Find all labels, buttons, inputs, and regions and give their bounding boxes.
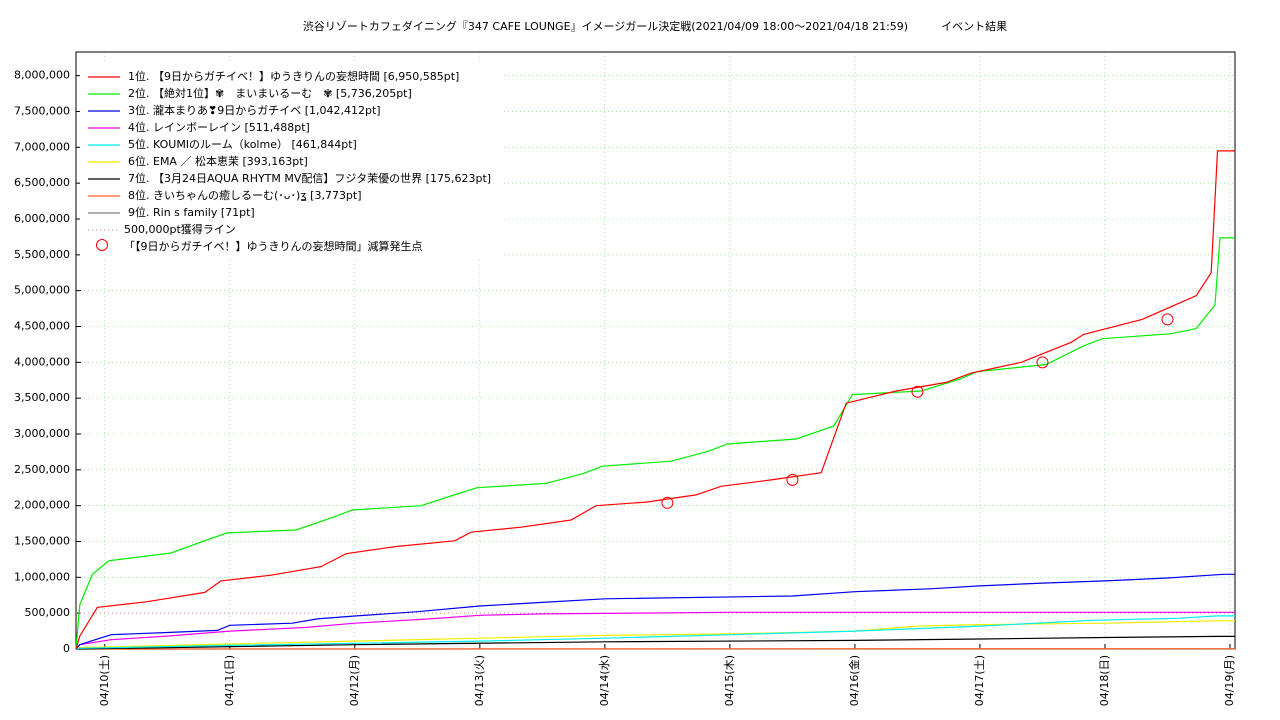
x-tick-label: 04/15(木) — [723, 655, 736, 706]
chart-title: 渋谷リゾートカフェダイニング『347 CAFE LOUNGE』イメージガール決定… — [303, 19, 1007, 33]
y-tick-label: 500,000 — [25, 606, 71, 619]
marker — [786, 473, 799, 486]
y-tick-label: 7,000,000 — [14, 140, 70, 153]
y-tick-label: 5,000,000 — [14, 284, 70, 297]
x-tick-label: 04/16(金) — [847, 655, 861, 706]
series-line — [75, 573, 1235, 650]
x-tick-label: 04/11(日) — [223, 655, 236, 706]
x-tick-label: 04/19(月) — [1223, 655, 1236, 706]
x-tick-label: 04/14(水) — [598, 655, 611, 706]
y-tick-label: 2,500,000 — [14, 463, 70, 476]
x-tick-label: 04/18(日) — [1098, 655, 1111, 706]
y-tick-label: 1,500,000 — [14, 534, 70, 547]
legend-label: 5位. KOUMIのルーム（kolme） [461,844pt] — [128, 137, 357, 151]
legend-marker — [96, 239, 108, 251]
legend-label: 2位. 【絶対1位】✾ まいまいるーむ ✾ [5,736,205pt] — [128, 86, 412, 100]
y-tick-label: 1,000,000 — [14, 570, 70, 583]
y-tick-label: 8,000,000 — [14, 69, 70, 82]
y-tick-label: 6,500,000 — [14, 176, 70, 189]
x-tick-label: 04/10(土) — [98, 655, 111, 706]
marker — [661, 496, 674, 509]
legend-label: 9位. Rin s family [71pt] — [128, 205, 255, 219]
legend-label: 6位. EMA ／ 松本恵茉 [393,163pt] — [128, 154, 308, 168]
y-tick-label: 4,500,000 — [14, 319, 70, 332]
y-tick-label: 3,500,000 — [14, 391, 70, 404]
y-tick-label: 2,000,000 — [14, 499, 70, 512]
legend-box — [80, 62, 504, 259]
y-tick-label: 3,000,000 — [14, 427, 70, 440]
y-tick-label: 4,000,000 — [14, 355, 70, 368]
legend-label: 「【9日からガチイベ！】ゆうきりんの妄想時間」減算発生点 — [124, 239, 423, 253]
marker — [1036, 356, 1049, 369]
legend-label: 7位. 【3月24日AQUA RHYTM MV配信】フジタ茉優の世界 [175,… — [128, 171, 491, 185]
legend-label: 3位. 瀧本まりあ❣9日からガチイベ [1,042,412pt] — [128, 103, 381, 117]
series-line — [75, 611, 1235, 650]
x-tick-label: 04/13(火) — [473, 655, 486, 706]
y-tick-label: 6,000,000 — [14, 212, 70, 225]
legend-label: 8位. きいちゃんの癒しるーむ(･ᴗ･)ʓ [3,773pt] — [128, 188, 362, 202]
y-tick-label: 5,500,000 — [14, 248, 70, 261]
y-tick-label: 0 — [63, 642, 70, 655]
y-tick-label: 7,500,000 — [14, 104, 70, 117]
x-tick-label: 04/17(土) — [973, 655, 986, 706]
legend-label: 500,000pt獲得ライン — [124, 223, 236, 236]
marker — [1161, 313, 1174, 326]
legend-label: 4位. レインボーレイン [511,488pt] — [128, 120, 310, 134]
series-line — [75, 615, 1235, 650]
series-line — [75, 635, 1235, 650]
x-tick-label: 04/12(月) — [348, 655, 361, 706]
legend: 1位. 【9日からガチイベ！】ゆうきりんの妄想時間 [6,950,585pt] 2… — [80, 62, 504, 259]
series-line — [75, 620, 1235, 650]
marker — [911, 385, 924, 398]
series-line — [75, 237, 1235, 650]
legend-label: 1位. 【9日からガチイベ！】ゆうきりんの妄想時間 [6,950,585pt] — [128, 69, 459, 83]
